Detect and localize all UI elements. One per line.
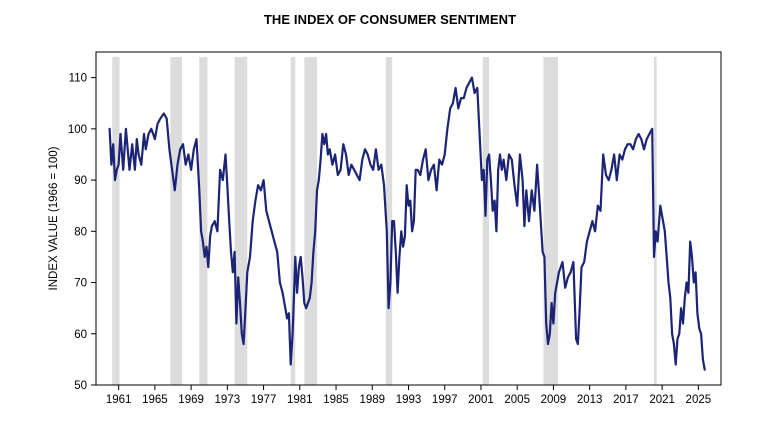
y-tick-label: 70 — [74, 278, 87, 290]
recession-band — [653, 57, 657, 385]
plot-frame — [95, 51, 722, 386]
x-tick-label: 1961 — [106, 394, 132, 406]
x-tick-label: 2013 — [577, 394, 603, 406]
series-line — [108, 76, 706, 371]
y-tick-label: 60 — [74, 329, 87, 341]
x-tick-label: 1981 — [287, 394, 313, 406]
x-tick-label: 1973 — [215, 394, 241, 406]
recession-band — [290, 57, 296, 385]
recession-band — [482, 57, 490, 385]
axis-labels: 50 60 70 80 90 100 110 1961 1965 1969 1973 1977 1981… — [48, 73, 711, 406]
x-tick-label: 1989 — [359, 394, 385, 406]
axes — [91, 51, 722, 390]
x-tick-label: 1993 — [396, 394, 422, 406]
recession-band — [543, 57, 558, 385]
x-tick-label: 1969 — [178, 394, 204, 406]
x-tick-label: 1977 — [251, 394, 277, 406]
x-tick-label: 2009 — [541, 394, 567, 406]
y-axis-title: INDEX VALUE (1966 = 100) — [48, 146, 60, 290]
y-tick-label: 90 — [74, 175, 87, 187]
x-tick-label: 1985 — [323, 394, 349, 406]
chart-title: THE INDEX OF CONSUMER SENTIMENT — [263, 12, 517, 27]
recession-band — [199, 57, 208, 385]
y-tick-label: 50 — [74, 380, 87, 392]
recession-band — [112, 57, 120, 385]
recession-band — [170, 57, 183, 385]
x-tick-label: 2021 — [649, 394, 675, 406]
y-tick-label: 110 — [69, 73, 87, 85]
recession-band — [234, 57, 248, 385]
series-layer — [108, 76, 706, 371]
x-tick-label: 2017 — [613, 394, 639, 406]
recession-band — [385, 57, 393, 385]
x-tick-label: 2005 — [504, 394, 530, 406]
x-tick-label: 1997 — [432, 394, 458, 406]
x-tick-label: 1965 — [142, 394, 168, 406]
x-tick-label: 2001 — [468, 394, 494, 406]
x-tick-label: 2025 — [686, 394, 712, 406]
y-tick-label: 80 — [74, 226, 87, 238]
y-tick-label: 100 — [68, 124, 87, 136]
